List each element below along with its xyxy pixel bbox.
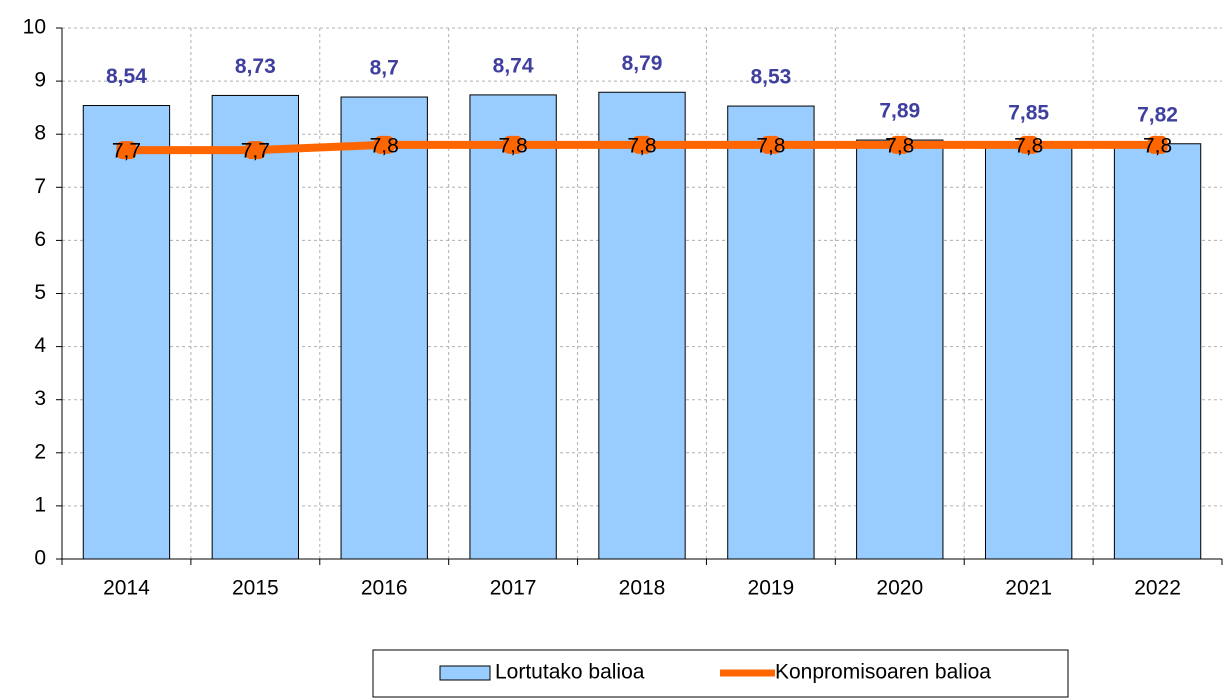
line-marker (1147, 135, 1168, 154)
line-value-label: 7,8 (1143, 134, 1172, 157)
bar-value-label: 8,7 (370, 57, 399, 80)
line-marker (245, 141, 266, 160)
x-tick-label: 2019 (748, 577, 795, 600)
bar-value-label: 8,73 (235, 55, 276, 78)
y-tick-label: 1 (34, 493, 46, 516)
line-value-label: 7,8 (370, 134, 399, 157)
bar-value-label: 7,89 (879, 100, 920, 123)
line-value-label: 7,7 (241, 140, 270, 163)
y-tick-label: 0 (34, 547, 46, 570)
y-tick-label: 3 (34, 387, 46, 410)
line-marker (632, 135, 652, 154)
bar-value-label: 7,85 (1008, 102, 1049, 125)
bar-value-label: 8,79 (622, 52, 663, 75)
bar (598, 91, 686, 560)
bar (211, 94, 300, 560)
bar (1113, 143, 1202, 560)
x-tick-label: 2015 (232, 577, 279, 600)
x-tick-label: 2018 (619, 577, 666, 600)
line-value-label: 7,8 (499, 134, 528, 157)
x-tick-label: 2014 (103, 577, 150, 600)
bar-value-label: 7,82 (1137, 103, 1178, 126)
line-marker (1018, 135, 1039, 154)
bar-value-label: 8,74 (493, 54, 534, 77)
legend-label: Lortutako balioa (495, 661, 645, 684)
line-value-label: 7,8 (627, 134, 656, 157)
x-tick-label: 2016 (361, 577, 408, 600)
line-marker (374, 135, 395, 154)
line-value-label: 7,7 (112, 140, 141, 163)
line-value-label: 7,8 (885, 134, 914, 157)
legend-swatch (439, 665, 491, 681)
x-tick-label: 2021 (1005, 577, 1052, 600)
bar (469, 94, 557, 560)
bar (856, 139, 944, 560)
line-marker (116, 141, 137, 160)
y-tick-label: 9 (34, 69, 46, 92)
x-tick-label: 2022 (1134, 577, 1181, 600)
y-tick-label: 5 (34, 281, 46, 304)
bar (727, 105, 815, 560)
bar (984, 141, 1073, 560)
x-tick-label: 2020 (876, 577, 923, 600)
line-marker (503, 135, 524, 154)
line-marker (760, 135, 781, 154)
y-tick-label: 4 (34, 334, 46, 357)
line-value-label: 7,8 (756, 134, 785, 157)
bar (82, 105, 171, 560)
line-marker (889, 135, 910, 154)
x-tick-label: 2017 (490, 577, 537, 600)
y-tick-label: 6 (34, 228, 46, 251)
bar-value-label: 8,53 (750, 66, 791, 89)
legend-label: Konpromisoaren balioa (775, 661, 991, 684)
line-value-label: 7,8 (1014, 134, 1043, 157)
y-tick-label: 8 (34, 122, 46, 145)
y-tick-label: 2 (34, 440, 46, 463)
y-tick-label: 10 (23, 16, 46, 39)
y-tick-label: 7 (34, 175, 46, 198)
bar (340, 96, 428, 560)
bar-value-label: 8,54 (106, 65, 147, 88)
